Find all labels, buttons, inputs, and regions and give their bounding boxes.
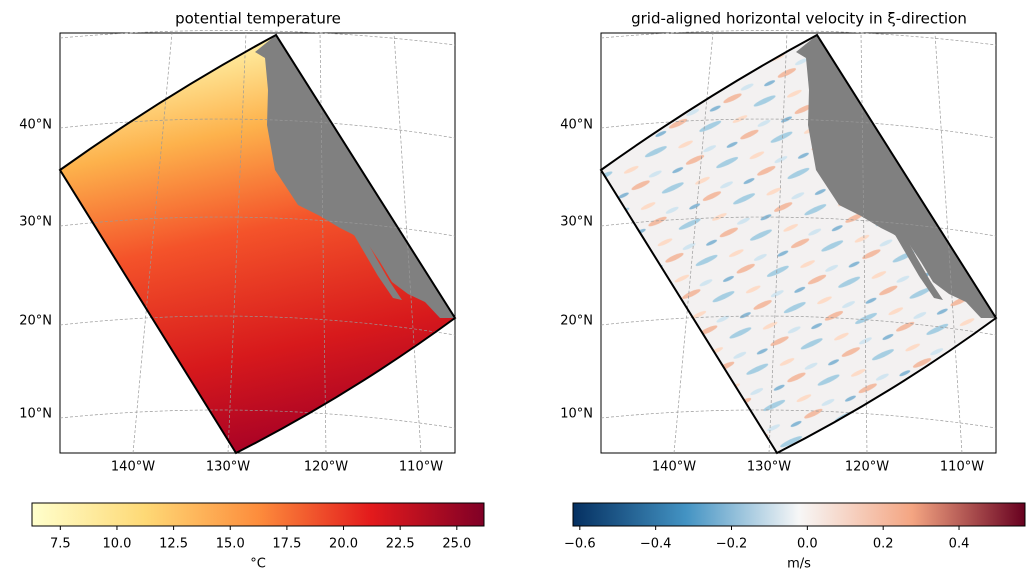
lon-label: 110°W bbox=[399, 460, 443, 475]
colorbar-tick-label: 25.0 bbox=[442, 537, 471, 552]
lon-label: 140°W bbox=[652, 460, 696, 475]
lat-label: 20°N bbox=[560, 314, 593, 329]
domain-boundary bbox=[58, 33, 457, 455]
lat-label: 30°N bbox=[19, 215, 52, 230]
map-panel: potential temperature 40°N 30°N 20°N 10°… bbox=[19, 10, 457, 475]
land bbox=[891, 228, 943, 300]
lat-label: 10°N bbox=[560, 407, 593, 422]
domain-boundary bbox=[599, 33, 998, 455]
colorbar-tick-label: 10.0 bbox=[102, 537, 131, 552]
lon-label: 130°W bbox=[747, 460, 791, 475]
colorbar-tick-label: 0.0 bbox=[797, 537, 818, 552]
colorbar-label: °C bbox=[250, 557, 266, 571]
lat-label: 40°N bbox=[560, 118, 593, 133]
colorbar-tick-label: 0.2 bbox=[873, 537, 894, 552]
ocean-field bbox=[60, 35, 455, 453]
colorbar-tick-label: 12.5 bbox=[159, 537, 188, 552]
colorbar-ramp bbox=[572, 502, 1026, 527]
lat-label: 30°N bbox=[560, 215, 593, 230]
panel-title: grid-aligned horizontal velocity in ξ-di… bbox=[631, 10, 967, 28]
lat-label: 20°N bbox=[19, 314, 52, 329]
land bbox=[350, 228, 402, 300]
land bbox=[255, 35, 455, 318]
colorbar-tick-label: −0.4 bbox=[640, 537, 672, 552]
colorbar-tick-label: −0.6 bbox=[564, 537, 596, 552]
map-panel: grid-aligned horizontal velocity in ξ-di… bbox=[560, 10, 998, 475]
lat-label: 10°N bbox=[19, 407, 52, 422]
colorbar: −0.6 −0.4 −0.2 0.0 0.2 0.4 m/s bbox=[564, 502, 1026, 572]
lon-label: 130°W bbox=[206, 460, 250, 475]
colorbar-ramp bbox=[31, 502, 485, 527]
colorbar-label: m/s bbox=[787, 557, 811, 571]
lon-label: 110°W bbox=[940, 460, 984, 475]
colorbar-tick-label: 15.0 bbox=[216, 537, 245, 552]
lat-label: 40°N bbox=[19, 118, 52, 133]
colorbar-tick-label: 20.0 bbox=[329, 537, 358, 552]
lon-label: 120°W bbox=[304, 460, 348, 475]
lon-label: 140°W bbox=[111, 460, 155, 475]
colorbar-tick-label: 0.4 bbox=[949, 537, 970, 552]
colorbar: 7.5 10.0 12.5 15.0 17.5 20.0 22.5 25.0 °C bbox=[31, 502, 485, 572]
colorbar-tick-label: −0.2 bbox=[716, 537, 748, 552]
graticule bbox=[600, 30, 997, 454]
ocean-field bbox=[601, 35, 996, 453]
land bbox=[796, 35, 996, 318]
colorbar-tick-label: 17.5 bbox=[272, 537, 301, 552]
lon-label: 120°W bbox=[845, 460, 889, 475]
panel-title: potential temperature bbox=[175, 10, 341, 28]
colorbar-tick-label: 22.5 bbox=[386, 537, 415, 552]
colorbar-tick-label: 7.5 bbox=[50, 537, 71, 552]
